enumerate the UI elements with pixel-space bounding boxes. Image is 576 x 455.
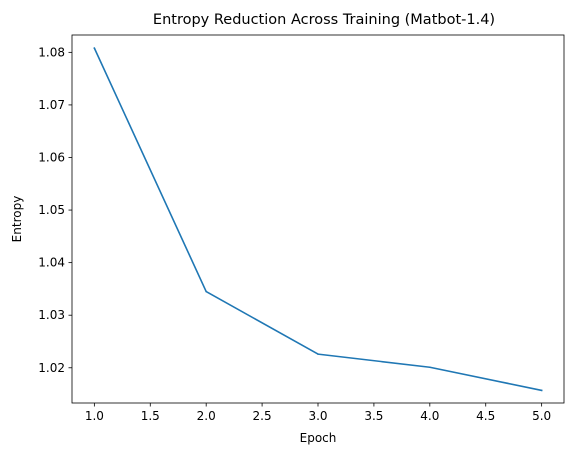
x-tick-label: 1.5 bbox=[141, 409, 160, 423]
y-tick-label: 1.06 bbox=[38, 150, 65, 164]
x-axis-label: Epoch bbox=[300, 431, 337, 445]
y-tick-label: 1.03 bbox=[38, 308, 65, 322]
x-tick-label: 3.5 bbox=[364, 409, 383, 423]
x-tick-label: 4.5 bbox=[476, 409, 495, 423]
data-point bbox=[540, 389, 543, 392]
x-tick-label: 2.5 bbox=[253, 409, 272, 423]
data-point bbox=[429, 366, 431, 369]
y-tick-label: 1.02 bbox=[38, 361, 65, 375]
data-point bbox=[205, 290, 207, 293]
y-tick-label: 1.04 bbox=[38, 256, 65, 270]
x-tick-label: 2.0 bbox=[197, 409, 216, 423]
x-tick-label: 3.0 bbox=[308, 409, 327, 423]
x-tick-label: 4.0 bbox=[420, 409, 439, 423]
data-point bbox=[93, 47, 96, 49]
y-tick-label: 1.08 bbox=[38, 45, 65, 59]
y-tick-label: 1.05 bbox=[38, 203, 65, 217]
chart-title: Entropy Reduction Across Training (Matbo… bbox=[153, 12, 495, 28]
data-point bbox=[317, 353, 319, 355]
plot-area-frame bbox=[71, 34, 565, 404]
series-layer bbox=[93, 47, 543, 392]
x-axis-ticks: 1.0 1.5 2.0 2.5 3.0 3.5 4.0 4.5 5.0 bbox=[85, 403, 551, 423]
y-axis-ticks: 1.02 1.03 1.04 1.05 1.06 1.07 1.08 bbox=[38, 45, 72, 375]
y-tick-label: 1.07 bbox=[38, 98, 65, 112]
x-tick-label: 1.0 bbox=[85, 409, 104, 423]
y-axis-label: Entropy bbox=[10, 196, 24, 243]
x-tick-label: 5.0 bbox=[532, 409, 551, 423]
